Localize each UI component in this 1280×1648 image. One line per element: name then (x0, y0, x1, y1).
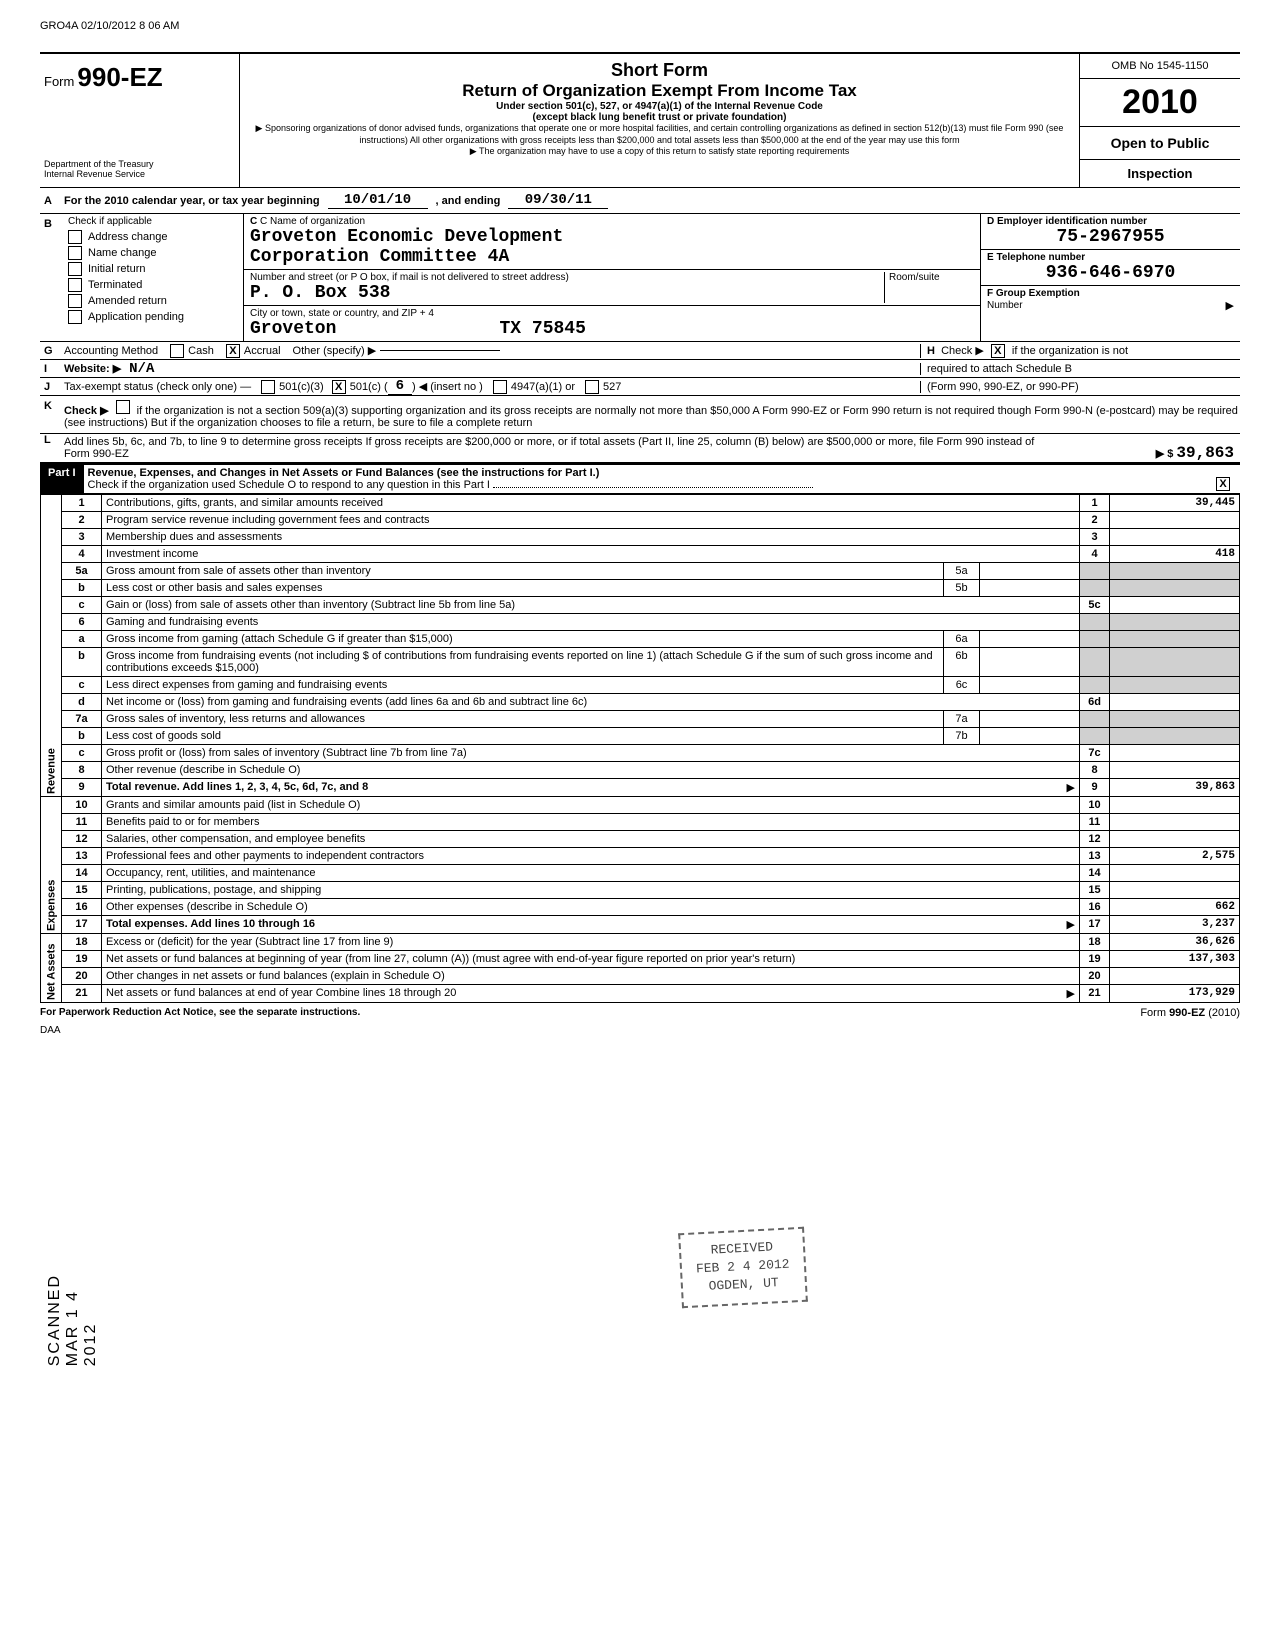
org-name-2: Corporation Committee 4A (250, 247, 974, 267)
phone: 936-646-6970 (987, 263, 1234, 283)
section-a-mid: , and ending (436, 195, 501, 207)
tax-year: 2010 (1080, 79, 1240, 127)
open-to-public: Open to Public (1080, 127, 1240, 160)
e-label: E Telephone number (987, 252, 1234, 263)
l-text: Add lines 5b, 6c, and 7b, to line 9 to d… (64, 436, 1034, 460)
check-name-change[interactable]: Name change (64, 245, 243, 261)
title-sub: Under section 501(c), 527, or 4947(a)(1)… (250, 101, 1069, 112)
section-a: A For the 2010 calendar year, or tax yea… (40, 188, 1240, 214)
city: Groveton (250, 319, 336, 339)
street: P. O. Box 538 (250, 283, 884, 303)
section-i: I Website: ▶ N/A required to attach Sche… (40, 360, 1240, 378)
header-note1: ▶ Sponsoring organizations of donor advi… (250, 123, 1069, 146)
ein: 75-2967955 (987, 227, 1234, 247)
timestamp: GRO4A 02/10/2012 8 06 AM (40, 20, 1240, 32)
org-name-1: Groveton Economic Development (250, 227, 974, 247)
city-label: City or town, state or country, and ZIP … (250, 308, 974, 319)
check-terminated[interactable]: Terminated (64, 277, 243, 293)
label-expenses: Expenses (41, 797, 62, 934)
d-label: D Employer identification number (987, 216, 1234, 227)
dept-treasury: Department of the Treasury (44, 159, 235, 169)
check-address-change[interactable]: Address change (64, 229, 243, 245)
footer: For Paperwork Reduction Act Notice, see … (40, 1003, 1240, 1019)
scanned-stamp: SCANNED MAR 1 4 2012 (46, 1274, 100, 1366)
footer-left: For Paperwork Reduction Act Notice, see … (40, 1007, 360, 1019)
part1-table: Revenue 1Contributions, gifts, grants, a… (40, 494, 1240, 1003)
form-header: Form 990-EZ Department of the Treasury I… (40, 52, 1240, 188)
part1-check[interactable]: X (1216, 477, 1230, 491)
check-amended[interactable]: Amended return (64, 293, 243, 309)
received-stamp: RECEIVED FEB 2 4 2012 OGDEN, UT (678, 1227, 807, 1308)
check-header: Check if applicable (64, 214, 243, 229)
label-netassets: Net Assets (41, 934, 62, 1003)
check-pending[interactable]: Application pending (64, 309, 243, 325)
title-main: Return of Organization Exempt From Incom… (250, 81, 1069, 101)
state-zip: TX 75845 (499, 319, 585, 339)
dept-irs: Internal Revenue Service (44, 169, 235, 179)
c-label: C Name of organization (260, 216, 365, 227)
period-begin: 10/01/10 (328, 192, 428, 209)
footer-right: Form 990-EZ (2010) (1140, 1007, 1240, 1019)
inspection: Inspection (1080, 160, 1240, 187)
daa: DAA (40, 1025, 1240, 1036)
f-label2: Number (987, 300, 1023, 311)
f-arrow: ▶ (1226, 299, 1234, 312)
section-a-text: For the 2010 calendar year, or tax year … (64, 195, 320, 207)
part-1-header: Part I Revenue, Expenses, and Changes in… (40, 463, 1240, 494)
street-label: Number and street (or P O box, if mail i… (250, 272, 884, 283)
period-end: 09/30/11 (508, 192, 608, 209)
form-number: 990-EZ (77, 62, 162, 92)
room-label: Room/suite (889, 272, 974, 283)
title-sub2: (except black lung benefit trust or priv… (250, 112, 1069, 123)
section-j: J Tax-exempt status (check only one) — 5… (40, 378, 1240, 396)
header-note2: ▶ The organization may have to use a cop… (250, 146, 1069, 158)
section-g: G Accounting Method Cash XAccrual Other … (40, 342, 1240, 360)
form-label: Form (44, 74, 74, 89)
check-initial-return[interactable]: Initial return (64, 261, 243, 277)
l-amount: 39,863 (1176, 444, 1234, 462)
k-text: if the organization is not a section 509… (64, 405, 1238, 429)
f-label: F Group Exemption (987, 288, 1234, 299)
omb-number: OMB No 1545-1150 (1080, 54, 1240, 79)
title-short: Short Form (250, 60, 1069, 81)
label-revenue: Revenue (41, 495, 62, 797)
website: N/A (129, 361, 154, 377)
section-b: B Check if applicable Address change Nam… (40, 214, 1240, 342)
